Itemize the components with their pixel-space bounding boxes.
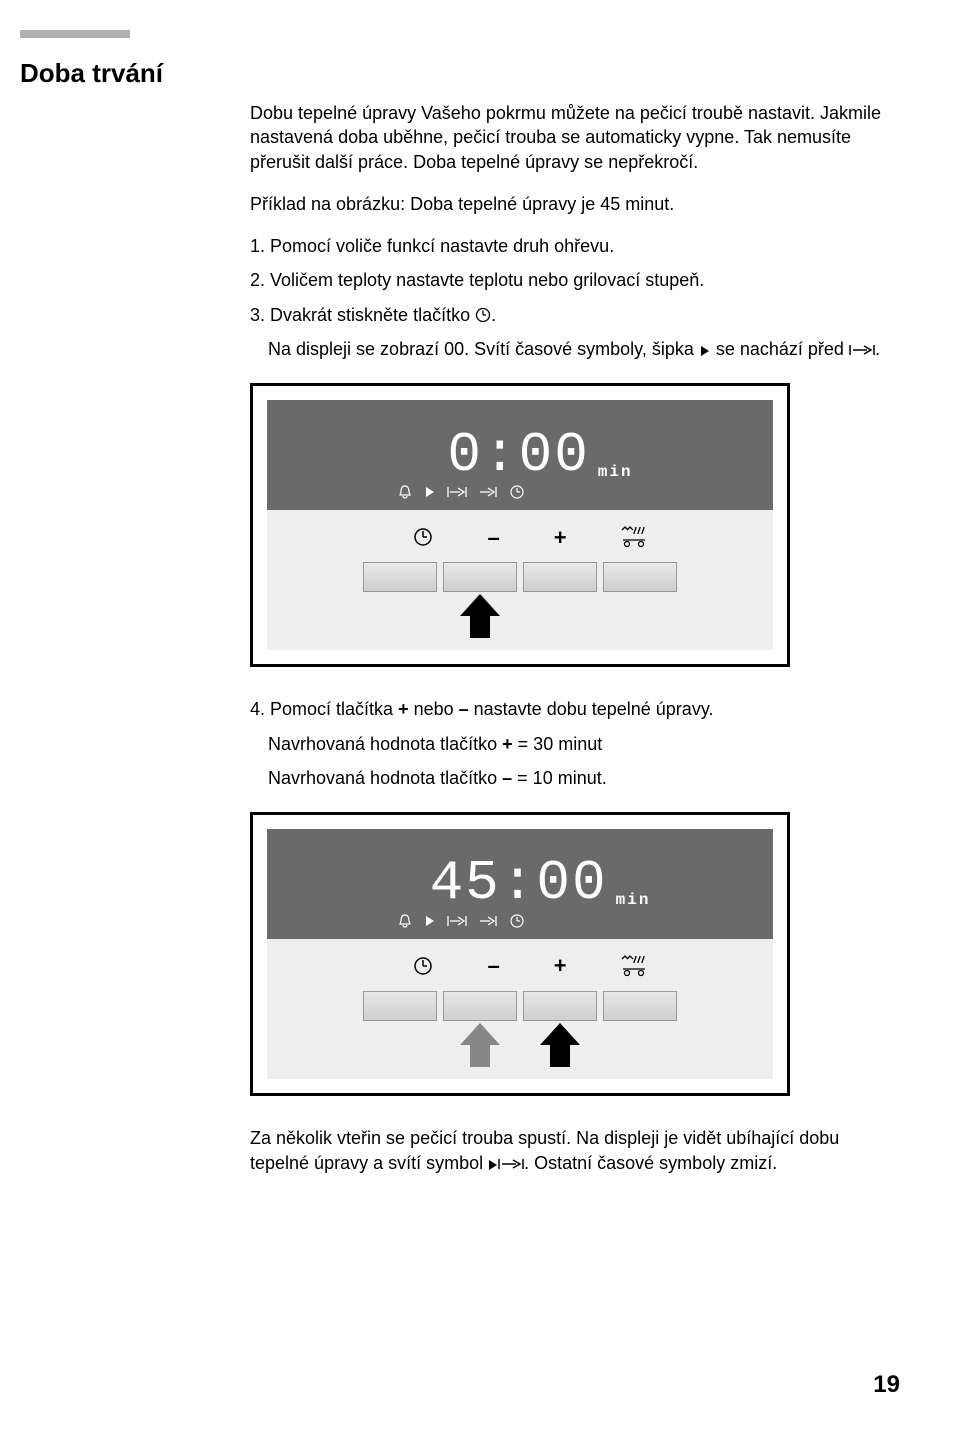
control-panel-1: 0:00 min – + bbox=[250, 383, 790, 667]
triangle-right-icon bbox=[488, 1159, 498, 1171]
button-icons-row-2: – + bbox=[413, 951, 646, 981]
step-4d-a: Navrhovaná hodnota tlačítko bbox=[268, 734, 502, 754]
arrow-slot bbox=[363, 1023, 437, 1067]
footer-paragraph: Za několik vteřin se pečicí trouba spust… bbox=[250, 1126, 890, 1175]
display-1-icons bbox=[397, 484, 525, 500]
arrow-slot bbox=[363, 594, 437, 638]
step-4c: nastavte dobu tepelné úpravy. bbox=[469, 699, 714, 719]
display-1-min: min bbox=[598, 462, 633, 484]
button-rapid[interactable] bbox=[603, 562, 677, 592]
display-1-value: 0:00 bbox=[447, 418, 589, 494]
intro-paragraph-1: Dobu tepelné úpravy Vašeho pokrmu můžete… bbox=[250, 101, 890, 174]
span-icon bbox=[447, 485, 467, 499]
bell-icon bbox=[397, 913, 413, 929]
display-2-icons bbox=[397, 913, 525, 929]
arrow-slot bbox=[443, 1023, 517, 1067]
display-1-digits: 0:00 min bbox=[447, 418, 632, 494]
clock-icon bbox=[509, 484, 525, 500]
duration-icon bbox=[498, 1157, 524, 1171]
plus-sign: + bbox=[398, 699, 409, 719]
button-minus[interactable] bbox=[443, 562, 517, 592]
button-row-1 bbox=[363, 562, 677, 592]
step-4-sub-2: Navrhovaná hodnota tlačítko – = 10 minut… bbox=[268, 766, 890, 790]
top-bar bbox=[20, 30, 130, 38]
step-4b: nebo bbox=[409, 699, 459, 719]
plus-label: + bbox=[554, 523, 567, 553]
step-4-sub-1: Navrhovaná hodnota tlačítko + = 30 minut bbox=[268, 732, 890, 756]
arrow-row-2 bbox=[363, 1023, 677, 1067]
rapid-heat-icon bbox=[621, 955, 647, 977]
minus-label: – bbox=[487, 523, 499, 553]
control-panel-2: 45:00 min – + bbox=[250, 812, 790, 1096]
step-3-text-b: . bbox=[491, 305, 496, 325]
clock-icon bbox=[509, 913, 525, 929]
page-number: 19 bbox=[873, 1371, 900, 1399]
step-3-sub: Na displeji se zobrazí 00. Svítí časové … bbox=[268, 337, 890, 361]
button-clock[interactable] bbox=[363, 562, 437, 592]
display-2-min: min bbox=[616, 890, 651, 912]
triangle-right-icon bbox=[425, 915, 435, 927]
button-area-2: – + bbox=[267, 939, 773, 1079]
bell-icon bbox=[397, 484, 413, 500]
button-plus[interactable] bbox=[523, 991, 597, 1021]
triangle-right-icon bbox=[425, 486, 435, 498]
button-row-2 bbox=[363, 991, 677, 1021]
step-3c-b: se nachází před bbox=[711, 339, 849, 359]
duration-icon bbox=[849, 343, 875, 357]
button-clock[interactable] bbox=[363, 991, 437, 1021]
step-3c-a: Na displeji se zobrazí 00. Svítí časové … bbox=[268, 339, 699, 359]
display-2-value: 45:00 bbox=[430, 846, 608, 922]
arrow-slot bbox=[523, 1023, 597, 1067]
step-4a: 4. Pomocí tlačítka bbox=[250, 699, 398, 719]
step-3: 3. Dvakrát stiskněte tlačítko . bbox=[250, 303, 890, 327]
button-plus[interactable] bbox=[523, 562, 597, 592]
step-3-text-a: 3. Dvakrát stiskněte tlačítko bbox=[250, 305, 475, 325]
display-1: 0:00 min bbox=[267, 400, 773, 510]
end-icon bbox=[479, 485, 497, 499]
footer-b: . Ostatní časové symboly zmizí. bbox=[524, 1153, 777, 1173]
step-4e-a: Navrhovaná hodnota tlačítko bbox=[268, 768, 502, 788]
triangle-right-icon bbox=[699, 345, 711, 357]
up-arrow-icon bbox=[460, 1023, 500, 1067]
button-icons-row-1: – + bbox=[413, 523, 646, 553]
display-2: 45:00 min bbox=[267, 829, 773, 939]
button-minus[interactable] bbox=[443, 991, 517, 1021]
clock-icon bbox=[413, 527, 433, 547]
plus-sign: + bbox=[502, 734, 513, 754]
step-4: 4. Pomocí tlačítka + nebo – nastavte dob… bbox=[250, 697, 890, 721]
rapid-heat-icon bbox=[621, 526, 647, 548]
plus-label: + bbox=[554, 951, 567, 981]
up-arrow-icon bbox=[540, 1023, 580, 1067]
arrow-slot bbox=[603, 1023, 677, 1067]
step-4e-b: = 10 minut. bbox=[512, 768, 607, 788]
button-rapid[interactable] bbox=[603, 991, 677, 1021]
step-2: 2. Voličem teploty nastavte teplotu nebo… bbox=[250, 268, 890, 292]
display-2-digits: 45:00 min bbox=[430, 846, 651, 922]
clock-icon bbox=[413, 956, 433, 976]
arrow-slot bbox=[523, 594, 597, 638]
span-icon bbox=[447, 914, 467, 928]
intro-paragraph-2: Příklad na obrázku: Doba tepelné úpravy … bbox=[250, 192, 890, 216]
content-column: Dobu tepelné úpravy Vašeho pokrmu můžete… bbox=[250, 101, 890, 1175]
arrow-slot bbox=[443, 594, 517, 638]
minus-sign: – bbox=[502, 768, 512, 788]
clock-icon bbox=[475, 307, 491, 323]
minus-sign: – bbox=[459, 699, 469, 719]
page-heading: Doba trvání bbox=[20, 58, 900, 89]
step-3c-c: . bbox=[875, 339, 880, 359]
step-1: 1. Pomocí voliče funkcí nastavte druh oh… bbox=[250, 234, 890, 258]
arrow-row-1 bbox=[363, 594, 677, 638]
end-icon bbox=[479, 914, 497, 928]
up-arrow-icon bbox=[460, 594, 500, 638]
step-4d-b: = 30 minut bbox=[513, 734, 603, 754]
button-area-1: – + bbox=[267, 510, 773, 650]
minus-label: – bbox=[487, 951, 499, 981]
arrow-slot bbox=[603, 594, 677, 638]
